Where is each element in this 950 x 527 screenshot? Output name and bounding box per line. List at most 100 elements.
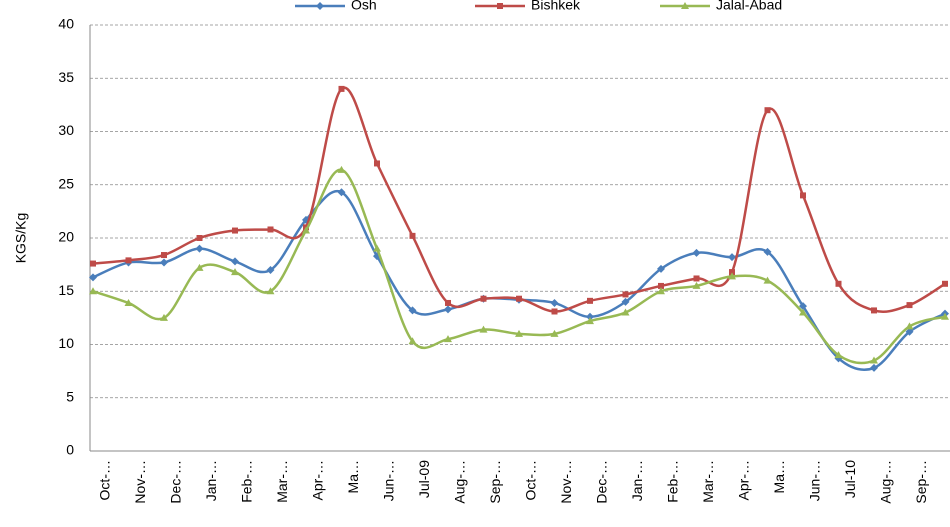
- y-tick-label: 35: [58, 69, 74, 85]
- marker: [316, 2, 324, 10]
- x-tick-label: Sep-…: [487, 460, 503, 504]
- x-tick-label: Oct-…: [97, 460, 113, 500]
- marker: [622, 291, 629, 298]
- marker: [550, 329, 559, 337]
- marker: [693, 275, 700, 282]
- marker: [409, 232, 416, 239]
- x-tick-label: Oct-…: [949, 460, 950, 500]
- marker: [800, 192, 806, 199]
- x-tick-label: Mar-…: [700, 460, 716, 503]
- marker: [161, 252, 167, 259]
- marker: [515, 329, 523, 337]
- x-tick-label: Jun-…: [381, 460, 397, 501]
- y-axis-label: KGS/Kg: [13, 213, 29, 264]
- marker: [337, 165, 346, 173]
- marker: [231, 268, 239, 276]
- x-tick-label: Jul-09: [416, 460, 432, 498]
- x-tick-label: Sep-…: [913, 460, 929, 504]
- marker: [445, 299, 451, 306]
- marker: [728, 272, 736, 280]
- legend-label: Jalal-Abad: [716, 0, 782, 13]
- marker: [479, 325, 488, 333]
- marker: [444, 335, 452, 343]
- x-tick-label: Aug-…: [878, 460, 894, 504]
- y-tick-label: 0: [66, 442, 74, 458]
- marker: [338, 85, 345, 92]
- marker: [587, 297, 593, 304]
- marker: [408, 337, 417, 345]
- marker: [621, 308, 630, 316]
- series-line: [92, 86, 946, 313]
- marker: [195, 263, 204, 271]
- marker: [497, 3, 503, 9]
- marker: [905, 327, 914, 336]
- marker: [657, 264, 665, 273]
- marker: [444, 305, 452, 314]
- x-tick-label: Jan-…: [629, 460, 645, 501]
- marker: [373, 252, 381, 261]
- y-tick-label: 5: [66, 388, 74, 404]
- marker: [89, 287, 97, 295]
- marker: [657, 287, 665, 295]
- marker: [266, 287, 275, 295]
- marker: [728, 253, 736, 262]
- x-tick-label: Aug-…: [452, 460, 468, 504]
- x-tick-label: Dec-…: [594, 460, 610, 504]
- marker: [586, 317, 594, 325]
- x-tick-label: Jul-10: [842, 460, 858, 498]
- marker: [763, 247, 772, 256]
- marker: [906, 302, 913, 309]
- marker: [550, 298, 559, 307]
- marker: [621, 297, 630, 306]
- marker: [480, 295, 487, 302]
- marker: [835, 280, 842, 287]
- x-tick-label: Feb-…: [239, 460, 255, 503]
- marker: [337, 188, 346, 197]
- x-tick-label: Jun-…: [807, 460, 823, 501]
- marker: [870, 363, 878, 372]
- marker: [586, 312, 594, 321]
- y-tick-label: 25: [58, 175, 74, 191]
- marker: [941, 312, 949, 320]
- y-tick-label: 15: [58, 282, 74, 298]
- legend-label: Osh: [351, 0, 377, 13]
- marker: [681, 2, 689, 9]
- legend-label: Bishkek: [531, 0, 581, 13]
- x-tick-label: Feb-…: [665, 460, 681, 503]
- marker: [195, 244, 204, 253]
- marker: [267, 226, 274, 233]
- marker: [763, 276, 772, 284]
- marker: [799, 302, 807, 311]
- marker: [374, 160, 380, 167]
- marker: [373, 244, 381, 252]
- marker: [160, 258, 168, 267]
- marker: [196, 235, 203, 241]
- marker: [692, 281, 701, 289]
- y-tick-label: 30: [58, 122, 74, 138]
- marker: [551, 308, 558, 315]
- y-tick-label: 20: [58, 229, 74, 245]
- y-tick-label: 40: [58, 16, 74, 32]
- series-line: [92, 189, 946, 372]
- marker: [516, 295, 522, 302]
- marker: [658, 282, 664, 289]
- x-tick-label: Oct-…: [523, 460, 539, 500]
- marker: [302, 226, 310, 234]
- marker: [124, 298, 133, 306]
- x-tick-label: Apr-…: [736, 460, 752, 500]
- x-tick-label: Ma…: [345, 460, 361, 493]
- marker: [89, 273, 97, 282]
- x-tick-label: Nov-…: [132, 460, 148, 504]
- marker: [905, 322, 914, 330]
- marker: [942, 280, 948, 287]
- marker: [160, 313, 168, 321]
- marker: [729, 269, 735, 276]
- marker: [90, 260, 96, 267]
- marker: [408, 306, 417, 315]
- marker: [834, 351, 843, 359]
- x-tick-label: Apr-…: [310, 460, 326, 500]
- marker: [266, 265, 275, 274]
- y-tick-label: 10: [58, 335, 74, 351]
- marker: [870, 356, 878, 364]
